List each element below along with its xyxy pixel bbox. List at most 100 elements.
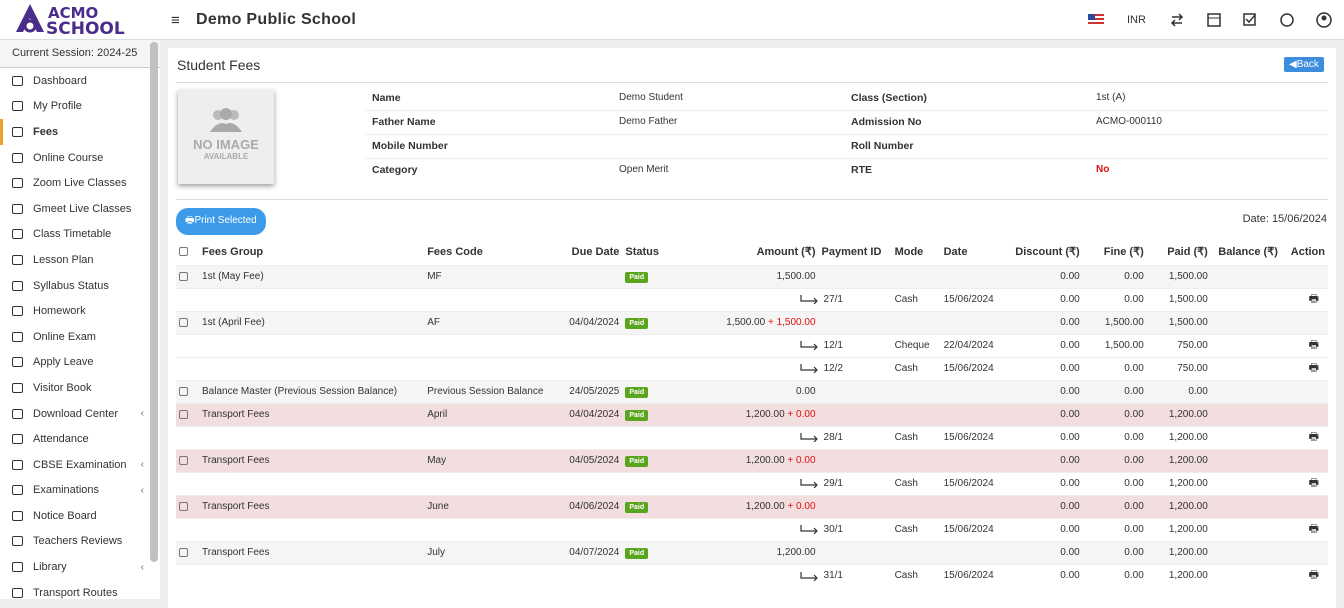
row-checkbox[interactable] (179, 502, 188, 511)
scrollbar[interactable] (150, 42, 158, 562)
cell: 1,200.00 (1147, 403, 1211, 426)
fine: 0.00 (1124, 363, 1143, 374)
fine-extra: + 1,500.00 (768, 317, 816, 328)
discount: 0.00 (1060, 340, 1079, 351)
row-checkbox[interactable] (179, 548, 188, 557)
cell: 0.00 (1003, 288, 1083, 311)
discount: 0.00 (1060, 570, 1079, 581)
select-all[interactable] (179, 247, 188, 256)
menu-item[interactable]: Online Course (0, 145, 160, 171)
menu-item[interactable]: Notice Board (0, 503, 160, 529)
cell: 1,200.00 (1147, 518, 1211, 541)
cell: 1,200.00 (1147, 564, 1211, 587)
menu-label: Apply Leave (33, 356, 94, 368)
fee-row: Transport FeesApril04/04/2024Paid1,200.0… (176, 403, 1328, 426)
menu-icon (12, 588, 23, 598)
fee-row: 31/1Cash15/06/20240.000.001,200.00🖶 (176, 564, 1328, 587)
menu-item[interactable]: Teachers Reviews (0, 529, 160, 555)
menu-item[interactable]: Dashboard (0, 68, 160, 94)
menu-label: Attendance (33, 433, 89, 445)
logo[interactable]: ACMO SCHOOL (10, 0, 160, 40)
cell (554, 472, 622, 495)
toolbar-icons[interactable] (1170, 12, 1344, 28)
menu-item[interactable]: Syllabus Status (0, 273, 160, 299)
status-badge: Paid (625, 318, 648, 329)
menu-label: Syllabus Status (33, 280, 109, 292)
cell: 04/06/2024 (554, 495, 622, 518)
fine: 0.00 (1124, 547, 1143, 558)
menu-item[interactable]: Examinations‹ (0, 478, 160, 504)
print-icon[interactable]: 🖶 (1309, 339, 1325, 351)
amount: 1,500.00 (777, 271, 816, 282)
cell: Paid (622, 311, 688, 334)
menu-item[interactable]: Attendance (0, 426, 160, 452)
menu-item[interactable]: Homework (0, 298, 160, 324)
cell: Paid (622, 495, 688, 518)
cell (1211, 449, 1281, 472)
menu-item[interactable]: My Profile (0, 94, 160, 120)
print-icon[interactable]: 🖶 (1309, 431, 1325, 443)
fee-row: 29/1Cash15/06/20240.000.001,200.00🖶 (176, 472, 1328, 495)
menu-item[interactable]: Apply Leave (0, 350, 160, 376)
cell (176, 541, 199, 564)
cell (1281, 311, 1328, 334)
cell (424, 426, 554, 449)
discount: 0.00 (1060, 524, 1079, 535)
cell (1211, 472, 1281, 495)
cell (892, 495, 941, 518)
row-checkbox[interactable] (179, 410, 188, 419)
menu-icon (12, 383, 23, 393)
cell (1211, 403, 1281, 426)
menu-label: Homework (33, 305, 86, 317)
fee-row: 12/2Cash15/06/20240.000.00750.00🖶 (176, 357, 1328, 380)
pid: 12/1 (824, 340, 843, 351)
row-checkbox[interactable] (179, 456, 188, 465)
menu-toggle[interactable]: ≡ (171, 12, 180, 29)
cell (1211, 426, 1281, 449)
fine: 0.00 (1124, 409, 1143, 420)
fine: 1,500.00 (1105, 317, 1144, 328)
menu-item[interactable]: Visitor Book (0, 375, 160, 401)
discount: 0.00 (1060, 455, 1079, 466)
fee-row: 28/1Cash15/06/20240.000.001,200.00🖶 (176, 426, 1328, 449)
paid: 1,200.00 (1169, 547, 1208, 558)
cell (199, 472, 424, 495)
back-button[interactable]: ◀Back (1284, 57, 1324, 72)
row-checkbox[interactable] (179, 318, 188, 327)
menu-item[interactable]: Gmeet Live Classes (0, 196, 160, 222)
print-icon[interactable]: 🖶 (1309, 569, 1325, 581)
fee-row: Transport FeesJuly04/07/2024Paid1,200.00… (176, 541, 1328, 564)
cell (819, 403, 892, 426)
session: Current Session: 2024-25 (0, 40, 160, 68)
print-icon[interactable]: 🖶 (1309, 293, 1325, 305)
column-header: Amount (₹) (688, 239, 818, 265)
fine: 0.00 (1124, 432, 1143, 443)
print-icon[interactable]: 🖶 (1309, 477, 1325, 489)
flag[interactable] (1088, 14, 1104, 26)
pid: 27/1 (824, 294, 843, 305)
menu-item[interactable]: Download Center‹ (0, 401, 160, 427)
menu-item[interactable]: Online Exam (0, 324, 160, 350)
cell (819, 311, 892, 334)
menu-item[interactable]: Library‹ (0, 554, 160, 580)
column-header: Action (1281, 239, 1328, 265)
menu-item[interactable]: Fees (0, 119, 160, 145)
amount: 1,200.00 (746, 455, 785, 466)
menu-item[interactable]: Zoom Live Classes (0, 170, 160, 196)
print-icon[interactable]: 🖶 (1309, 362, 1325, 374)
cell (1211, 495, 1281, 518)
menu-item[interactable]: Class Timetable (0, 222, 160, 248)
menu-item[interactable]: CBSE Examination‹ (0, 452, 160, 478)
row-checkbox[interactable] (179, 272, 188, 281)
menu-item[interactable]: Lesson Plan (0, 247, 160, 273)
menu-icon (12, 101, 23, 111)
currency[interactable]: INR (1127, 14, 1146, 26)
print-icon[interactable]: 🖶 (1309, 523, 1325, 535)
row-checkbox[interactable] (179, 387, 188, 396)
cell (892, 380, 941, 403)
amount: 1,200.00 (746, 409, 785, 420)
menu-item[interactable]: Transport Routes (0, 580, 160, 599)
cell: 0.00 (1003, 564, 1083, 587)
print-button[interactable]: 🖶Print Selected (176, 208, 266, 235)
cell: 750.00 (1147, 334, 1211, 357)
